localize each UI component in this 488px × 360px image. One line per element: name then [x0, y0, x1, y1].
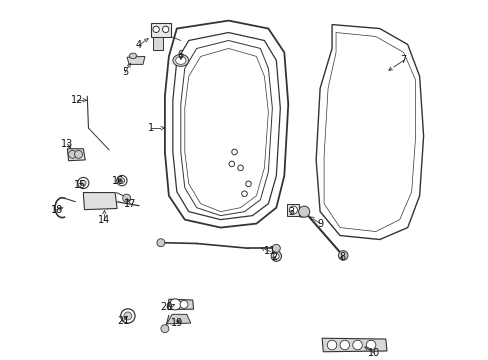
Text: 5: 5	[122, 67, 128, 77]
Text: 4: 4	[136, 40, 142, 50]
Circle shape	[326, 340, 336, 350]
Circle shape	[119, 178, 124, 183]
Text: 15: 15	[74, 180, 86, 190]
Text: 13: 13	[61, 139, 73, 149]
Text: 1: 1	[147, 123, 154, 133]
Circle shape	[228, 161, 234, 167]
Polygon shape	[166, 314, 190, 324]
Text: 19: 19	[170, 318, 183, 328]
Circle shape	[157, 239, 164, 247]
Text: 18: 18	[50, 205, 62, 215]
Text: 11: 11	[264, 247, 276, 256]
Text: 21: 21	[117, 316, 129, 326]
Circle shape	[272, 244, 280, 252]
Circle shape	[180, 300, 187, 309]
Text: 12: 12	[71, 95, 83, 105]
Circle shape	[68, 150, 77, 158]
Polygon shape	[287, 204, 299, 216]
Circle shape	[123, 312, 132, 320]
Polygon shape	[151, 23, 170, 36]
Polygon shape	[129, 53, 137, 58]
Polygon shape	[127, 57, 145, 64]
Text: 10: 10	[367, 348, 379, 358]
Circle shape	[289, 206, 297, 214]
Text: 16: 16	[112, 176, 124, 186]
Text: 14: 14	[98, 215, 110, 225]
Text: 6: 6	[178, 50, 183, 60]
Circle shape	[161, 325, 168, 333]
Circle shape	[245, 181, 251, 186]
Circle shape	[231, 149, 237, 155]
Polygon shape	[299, 210, 307, 217]
Circle shape	[273, 253, 279, 259]
Text: 3: 3	[288, 207, 294, 217]
Circle shape	[237, 165, 243, 171]
Circle shape	[352, 340, 362, 350]
Circle shape	[271, 251, 281, 261]
Ellipse shape	[175, 57, 185, 64]
Circle shape	[241, 191, 247, 197]
Polygon shape	[168, 299, 193, 310]
Text: 7: 7	[400, 55, 406, 66]
Circle shape	[122, 194, 130, 202]
Ellipse shape	[172, 54, 188, 66]
Circle shape	[338, 251, 347, 260]
Polygon shape	[322, 338, 386, 352]
Circle shape	[339, 340, 349, 350]
Circle shape	[153, 26, 159, 32]
Polygon shape	[67, 149, 85, 161]
Text: 17: 17	[124, 199, 136, 209]
Text: 8: 8	[338, 252, 345, 262]
Circle shape	[81, 180, 86, 186]
Circle shape	[366, 340, 375, 350]
Text: 20: 20	[161, 302, 173, 312]
Circle shape	[169, 299, 181, 310]
Text: 2: 2	[271, 252, 277, 262]
Polygon shape	[83, 193, 117, 210]
Circle shape	[74, 150, 82, 158]
Text: 9: 9	[316, 219, 323, 229]
Polygon shape	[153, 36, 163, 50]
Circle shape	[162, 26, 168, 32]
Circle shape	[298, 206, 309, 217]
